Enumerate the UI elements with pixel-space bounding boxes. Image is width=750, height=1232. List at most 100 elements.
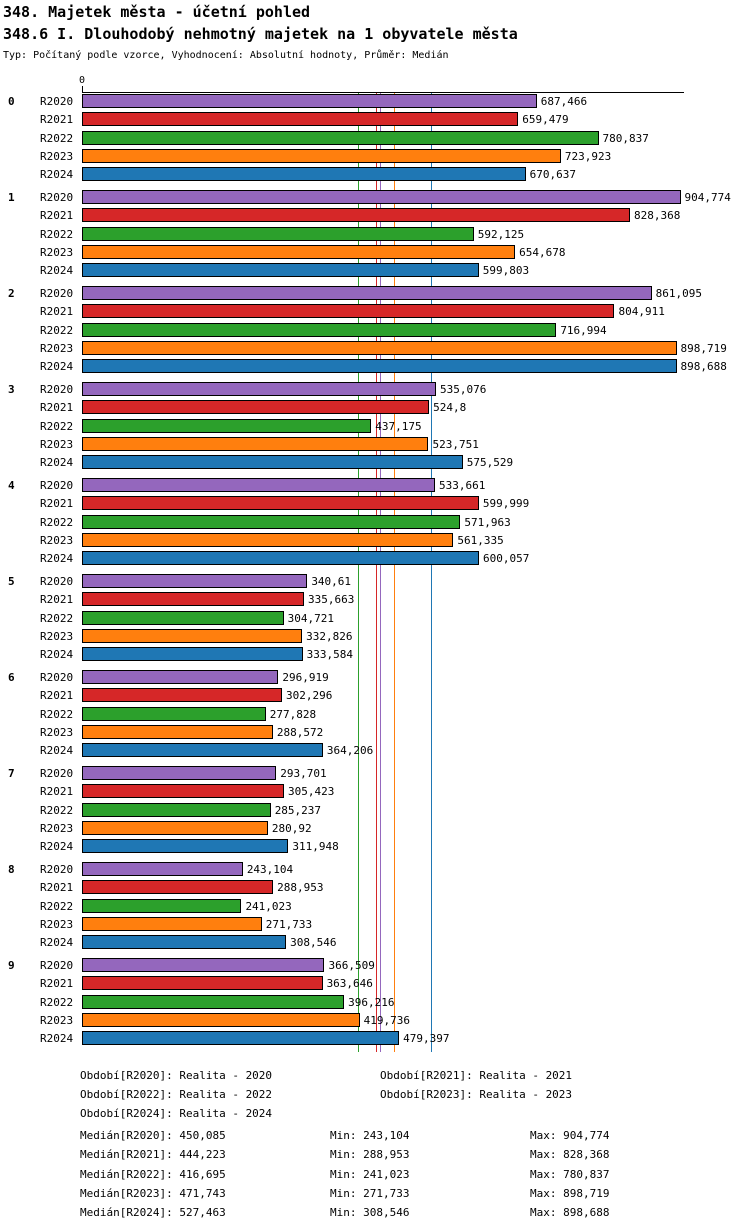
max-stat: Max: 828,368: [530, 1148, 610, 1161]
bar-value: 340,61: [311, 575, 352, 588]
series-label: R2020: [40, 863, 74, 876]
chart-subtitle: 348.6 I. Dlouhodobý nehmotný majetek na …: [3, 25, 518, 43]
median-stat: Medián[R2021]: 444,223: [80, 1148, 226, 1161]
bar-value: 308,546: [290, 936, 337, 950]
group-label: 7: [8, 767, 15, 780]
median-stat: Medián[R2024]: 527,463: [80, 1206, 226, 1219]
series-label: R2024: [40, 456, 74, 470]
bar-value: 335,663: [308, 593, 355, 607]
bar-value: 363,646: [326, 977, 373, 991]
min-stat: Min: 288,953: [330, 1148, 410, 1161]
series-label: R2021: [40, 977, 74, 991]
group-label: 8: [8, 863, 15, 876]
bar-chart: 0 0 R2020 687,466 R2021 659,479 R2022 780,837 R…: [8, 75, 731, 1052]
bar-r2023: [82, 628, 303, 643]
group-label: 6: [8, 671, 15, 684]
bar-value: 305,423: [288, 785, 335, 799]
min-stat: Min: 271,733: [330, 1187, 410, 1200]
bar-value: 575,529: [466, 456, 514, 470]
bar-r2020: [82, 862, 243, 876]
bar-value: 332,826: [306, 629, 353, 643]
max-stat: Max: 780,837: [530, 1168, 610, 1181]
bar-value: 600,057: [482, 552, 530, 566]
bar-value: 241,023: [245, 899, 292, 913]
bar-value: 277,828: [269, 707, 317, 721]
group-label: 4: [8, 479, 15, 492]
bar-r2023: [82, 244, 516, 259]
series-label: R2020: [40, 575, 74, 588]
period-legend: Období[R2020]: Realita - 2020: [80, 1069, 273, 1082]
bar-value: 654,678: [519, 245, 566, 259]
group-label: 9: [8, 959, 15, 972]
bar-r2021: [82, 784, 285, 799]
series-label: R2024: [40, 552, 74, 566]
series-label: R2024: [40, 936, 74, 950]
series-label: R2023: [40, 341, 74, 355]
series-label: R2022: [40, 323, 74, 337]
bar-value: 561,335: [457, 533, 504, 547]
bar-value: 293,701: [280, 767, 327, 780]
median-stat: Medián[R2020]: 450,085: [80, 1129, 226, 1142]
bar-r2021: [82, 208, 630, 223]
bar-r2022: [82, 130, 599, 145]
bar-r2022: [82, 418, 372, 433]
bar-r2024: [82, 743, 323, 758]
bar-r2021: [82, 880, 274, 895]
bar-value: 285,237: [274, 803, 322, 817]
bar-value: 271,733: [265, 917, 313, 931]
bar-r2023: [82, 148, 561, 163]
bar-r2020: [82, 670, 279, 684]
bar-value: 366,509: [328, 959, 375, 972]
series-label: R2022: [40, 995, 74, 1009]
series-label: R2021: [40, 881, 74, 895]
series-label: R2021: [40, 305, 74, 319]
series-label: R2022: [40, 515, 74, 529]
axis-zero-label: 0: [79, 75, 86, 86]
bar-value: 479,397: [403, 1032, 450, 1046]
series-label: R2020: [40, 287, 74, 300]
series-label: R2022: [40, 419, 74, 433]
bar-value: 437,175: [375, 419, 422, 433]
series-label: R2023: [40, 1013, 74, 1027]
series-label: R2021: [40, 401, 74, 415]
series-label: R2020: [40, 191, 74, 204]
series-label: R2024: [40, 264, 74, 278]
series-label: R2022: [40, 707, 74, 721]
axis-tick: [82, 86, 83, 93]
max-stat: Max: 898,688: [530, 1206, 610, 1219]
bar-value: 659,479: [522, 113, 569, 127]
series-label: R2022: [40, 131, 74, 145]
bar-value: 419,736: [363, 1013, 411, 1027]
bar-r2024: [82, 263, 479, 278]
median-stat: Medián[R2023]: 471,743: [80, 1187, 226, 1200]
bar-value: 364,206: [326, 744, 374, 758]
max-stat: Max: 904,774: [530, 1129, 610, 1142]
bar-value: 599,803: [482, 264, 530, 278]
series-label: R2023: [40, 917, 74, 931]
series-label: R2023: [40, 629, 74, 643]
bar-r2020: [82, 478, 436, 492]
bar-value: 280,92: [271, 821, 312, 835]
bar-value: 780,837: [602, 131, 649, 145]
series-label: R2023: [40, 821, 74, 835]
bar-r2022: [82, 898, 242, 913]
bar-value: 716,994: [560, 323, 607, 337]
series-label: R2020: [40, 383, 74, 396]
bar-value: 302,296: [285, 689, 333, 703]
group-label: 2: [8, 287, 15, 300]
series-label: R2021: [40, 497, 74, 511]
bar-value: 828,368: [633, 209, 681, 223]
series-label: R2024: [40, 840, 74, 854]
series-label: R2022: [40, 899, 74, 913]
bar-r2024: [82, 167, 526, 182]
bar-value: 523,751: [432, 437, 479, 451]
bar-r2022: [82, 322, 557, 337]
bar-r2021: [82, 304, 615, 319]
axis-line: [82, 92, 684, 93]
bar-r2021: [82, 112, 519, 127]
page-title: 348. Majetek města - účetní pohled: [3, 3, 311, 21]
series-label: R2022: [40, 611, 74, 625]
bar-r2020: [82, 190, 681, 204]
series-label: R2022: [40, 227, 74, 241]
bar-value: 288,953: [277, 881, 324, 895]
